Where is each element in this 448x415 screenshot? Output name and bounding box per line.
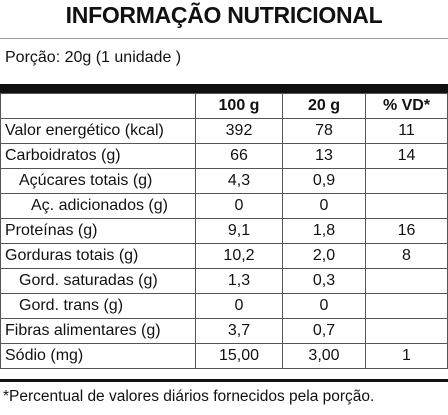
portion: Porção: 20g (1 unidade ) bbox=[5, 49, 182, 66]
nutrient-row: Gorduras totais (g) 10,2 2,0 8 bbox=[0, 243, 448, 269]
nutrient-value: 66 bbox=[195, 143, 283, 169]
nutrient-row: Gord. trans (g) 0 0 bbox=[0, 293, 448, 319]
nutrient-name: Valor energético (kcal) bbox=[0, 118, 196, 144]
nutrient-value: 1,8 bbox=[282, 218, 366, 244]
nutrient-value: 10,2 bbox=[195, 243, 283, 269]
column-header: 20 g bbox=[282, 93, 366, 119]
nutrient-name: Carboidratos (g) bbox=[0, 143, 196, 169]
nutrient-name: Gord. saturadas (g) bbox=[0, 268, 196, 294]
nutrient-row: Aç. adicionados (g) 0 0 bbox=[0, 193, 448, 219]
thick-divider bbox=[0, 379, 448, 382]
nutrient-value: 11 bbox=[365, 118, 448, 144]
title: INFORMAÇÃO NUTRICIONAL bbox=[65, 2, 383, 28]
nutrient-value: 15,00 bbox=[195, 343, 283, 369]
nutrient-name: Açúcares totais (g) bbox=[0, 168, 196, 194]
nutrient-row: Carboidratos (g) 66 13 14 bbox=[0, 143, 448, 169]
nutrient-value: 0 bbox=[282, 293, 366, 319]
nutrient-value bbox=[365, 168, 448, 194]
nutrient-value: 8 bbox=[365, 243, 448, 269]
nutrient-value: 2,0 bbox=[282, 243, 366, 269]
nutrient-name: Fibras alimentares (g) bbox=[0, 318, 196, 344]
nutrient-value: 392 bbox=[195, 118, 283, 144]
nutrient-name: Aç. adicionados (g) bbox=[0, 193, 196, 219]
nutrient-value: 1,3 bbox=[195, 268, 283, 294]
nutrient-row: Fibras alimentares (g) 3,7 0,7 bbox=[0, 318, 448, 344]
nutrient-value bbox=[365, 268, 448, 294]
nutrient-value: 4,3 bbox=[195, 168, 283, 194]
nutrient-value: 16 bbox=[365, 218, 448, 244]
nutrient-value: 0,7 bbox=[282, 318, 366, 344]
column-header: 100 g bbox=[195, 93, 283, 119]
nutrient-value: 0,9 bbox=[282, 168, 366, 194]
nutrient-value: 3,7 bbox=[195, 318, 283, 344]
nutrient-row: Valor energético (kcal) 392 78 11 bbox=[0, 118, 448, 144]
nutrient-value bbox=[365, 193, 448, 219]
nutrient-value: 1 bbox=[365, 343, 448, 369]
divider bbox=[0, 38, 448, 39]
nutrition-table: 100 g 20 g% VD* Valor energético (kcal) 392… bbox=[0, 93, 448, 369]
nutrient-name: Gorduras totais (g) bbox=[0, 243, 196, 269]
nutrient-row: Gord. saturadas (g) 1,3 0,3 bbox=[0, 268, 448, 294]
thick-divider bbox=[0, 84, 448, 93]
nutrient-value: 0,3 bbox=[282, 268, 366, 294]
nutrient-row: Açúcares totais (g) 4,3 0,9 bbox=[0, 168, 448, 194]
nutrient-value: 3,00 bbox=[282, 343, 366, 369]
footnote: *Percentual de valores diários fornecido… bbox=[3, 388, 375, 405]
nutrient-value: 0 bbox=[195, 293, 283, 319]
nutrient-value bbox=[365, 293, 448, 319]
nutrient-row: Proteínas (g) 9,1 1,8 16 bbox=[0, 218, 448, 244]
nutrient-value: 0 bbox=[282, 193, 366, 219]
column-header: % VD* bbox=[365, 93, 448, 119]
nutrient-row: Sódio (mg) 15,00 3,00 1 bbox=[0, 343, 448, 369]
nutrient-value: 14 bbox=[365, 143, 448, 169]
header-row: 100 g 20 g% VD* bbox=[0, 93, 448, 119]
nutrient-value bbox=[365, 318, 448, 344]
nutrient-value: 13 bbox=[282, 143, 366, 169]
nutrient-value: 0 bbox=[195, 193, 283, 219]
nutrient-name: Proteínas (g) bbox=[0, 218, 196, 244]
nutrient-name: Sódio (mg) bbox=[0, 343, 196, 369]
nutrient-value: 78 bbox=[282, 118, 366, 144]
nutrient-value: 9,1 bbox=[195, 218, 283, 244]
nutrient-name: Gord. trans (g) bbox=[0, 293, 196, 319]
column-header bbox=[0, 93, 196, 119]
